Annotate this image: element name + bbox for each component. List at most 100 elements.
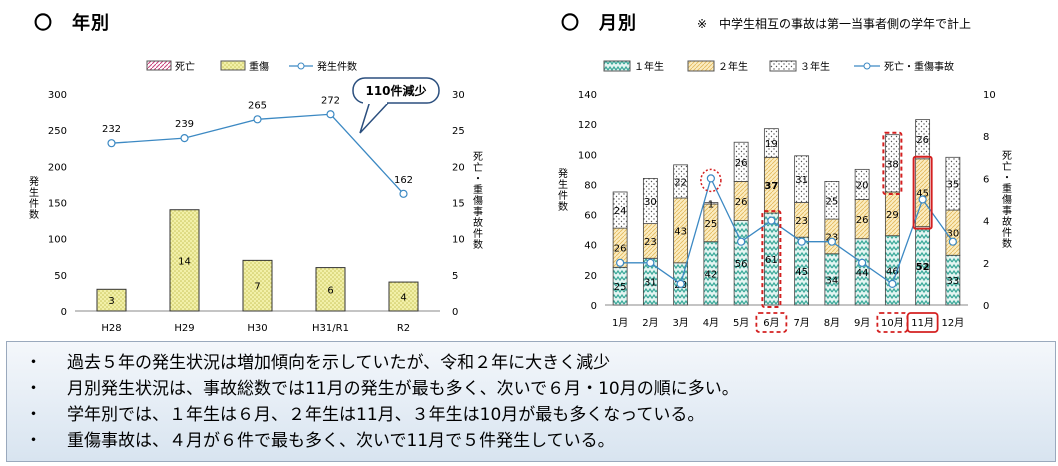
incident-point (646, 258, 655, 267)
summary-text: 重傷事故は、４月が６件で最も多く、次いで11月で５件発生している。 (67, 430, 615, 451)
grade2-data-label: 37 (764, 181, 778, 192)
callout-tail (359, 100, 390, 134)
y-tick-label: 20 (584, 271, 597, 282)
grade1-data-label: 44 (856, 268, 869, 279)
injury-bar (388, 281, 419, 312)
summary-box: ・ 過去５年の発生状況は増加傾向を示していたが、令和２年に大きく減少 ・ 月別発… (6, 341, 1056, 462)
summary-text: 学年別では、１年生は６月、２年生は11月、３年生は10月が最も多くなっている。 (67, 404, 705, 425)
grade1-data-label: 52 (916, 262, 930, 273)
incident-point (676, 279, 685, 288)
count-note: ※ 中学生相互の事故は第一当事者側の学年で計上 (697, 17, 972, 31)
y-axis-label-char: 発 (558, 167, 568, 180)
y2-tick-label: 20 (452, 162, 465, 173)
incident-point (616, 258, 625, 267)
y-axis-label-char: 発 (29, 175, 39, 188)
y-tick-label: 150 (48, 199, 67, 210)
grade3-data-label: 38 (886, 159, 899, 170)
y2-tick-label: 10 (983, 90, 996, 101)
summary-bullet: ・ (25, 404, 42, 425)
y2-axis-label-char: 亡 (473, 161, 483, 174)
total-point (253, 115, 262, 124)
x-tick-label: R2 (397, 323, 410, 334)
y2-tick-label: 5 (452, 271, 458, 282)
highlight-peak-marker (700, 168, 722, 193)
x-tick-label: 3月 (672, 317, 688, 329)
grade3-data-label: 35 (947, 180, 960, 191)
y2-tick-label: 25 (452, 126, 465, 137)
highlight-month-box (755, 312, 788, 333)
yearly-legend: 死亡 重傷 発生件数 (146, 60, 357, 73)
y2-axis-label-char: 故 (473, 216, 483, 229)
summary-item: ・ 学年別では、１年生は６月、２年生は11月、３年生は10月が最も多くなっている… (25, 399, 1055, 425)
y-tick-label: 250 (48, 126, 67, 137)
legend-grade1-swatch (603, 60, 631, 72)
incident-point (858, 258, 867, 267)
callout-shape (352, 77, 440, 104)
grade3-segment (763, 128, 779, 158)
y-tick-label: 80 (584, 180, 597, 191)
grade1-data-label: 25 (614, 282, 627, 293)
grade2-data-label: 26 (614, 244, 627, 255)
yearly-header: 〇 年別 (34, 13, 110, 34)
y-axis-label: 発生件数 (29, 175, 39, 221)
grade3-segment (673, 164, 689, 199)
grade2-data-label: 23 (795, 216, 808, 227)
y2-tick-label: 15 (452, 199, 465, 210)
total-data-label: 239 (175, 119, 194, 130)
y2-tick-label: 2 (983, 259, 989, 270)
injury-data-label: 3 (108, 296, 114, 307)
x-tick-label: 7月 (793, 317, 809, 329)
legend-death-swatch (146, 60, 172, 71)
y2-axis-label-char: 死 (1002, 151, 1012, 162)
grade2-data-label: 23 (644, 237, 657, 248)
y-axis-label: 発生件数 (558, 167, 568, 213)
x-tick-label: 5月 (733, 317, 749, 329)
y2-tick-label: 6 (983, 174, 989, 185)
highlight-month-box (906, 312, 939, 333)
legend-injury-label: 重傷 (249, 60, 269, 73)
incident-point (827, 237, 836, 246)
monthly-header: 〇 月別 (561, 13, 637, 34)
grade3-data-label: 26 (916, 135, 929, 146)
x-tick-label: H30 (247, 323, 267, 334)
grade3-segment (794, 155, 810, 203)
y-tick-label: 300 (48, 90, 67, 101)
x-tick-label: 11月 (911, 317, 934, 329)
x-tick-label: 9月 (854, 317, 870, 329)
injury-bar (242, 259, 273, 312)
highlight-segment-box (761, 210, 782, 308)
total-point (180, 134, 189, 143)
legend-injury-swatch (220, 60, 246, 71)
legend-total-label: 発生件数 (317, 60, 357, 73)
incident-point (706, 174, 715, 183)
y-tick-label: 100 (578, 150, 597, 161)
charts-canvas: 050100150200250300051015202530発生件数死亡・重傷事… (29, 60, 1012, 334)
summary-bullet: ・ (25, 378, 42, 399)
monthly-chart: 0204060801001201400246810発生件数死亡・重傷事故件数1月… (558, 60, 1012, 333)
y2-axis-label-char: 故 (1002, 215, 1012, 228)
grade1-data-label: 56 (735, 259, 748, 270)
summary-text: 過去５年の発生状況は増加傾向を示していたが、令和２年に大きく減少 (67, 352, 611, 373)
y2-tick-label: 10 (452, 235, 465, 246)
y2-axis-label-char: 傷 (1002, 193, 1012, 206)
grade1-data-label: 61 (765, 255, 778, 266)
grade3-data-label: 30 (644, 197, 657, 208)
grade3-data-label: 20 (856, 180, 869, 191)
callout-join (363, 100, 387, 104)
x-tick-label: H31/R1 (312, 323, 349, 334)
summary-item: ・ 月別発生状況は、事故総数では11月の発生が最も多く、次いで６月・10月の順に… (25, 373, 1055, 399)
y-tick-label: 0 (61, 307, 67, 318)
summary-bullet: ・ (25, 430, 42, 451)
grade3-data-label: 25 (826, 196, 839, 207)
grade3-data-label: 31 (795, 175, 808, 186)
grade3-segment (884, 134, 900, 193)
grade1-data-label: 45 (795, 267, 808, 278)
x-tick-label: 2月 (642, 317, 658, 329)
grade2-data-label: 30 (947, 229, 960, 240)
x-tick-label: H29 (174, 323, 194, 334)
y-tick-label: 140 (578, 90, 597, 101)
grade3-segment (642, 177, 658, 225)
grade3-segment (733, 141, 749, 182)
y-tick-label: 0 (591, 301, 597, 312)
